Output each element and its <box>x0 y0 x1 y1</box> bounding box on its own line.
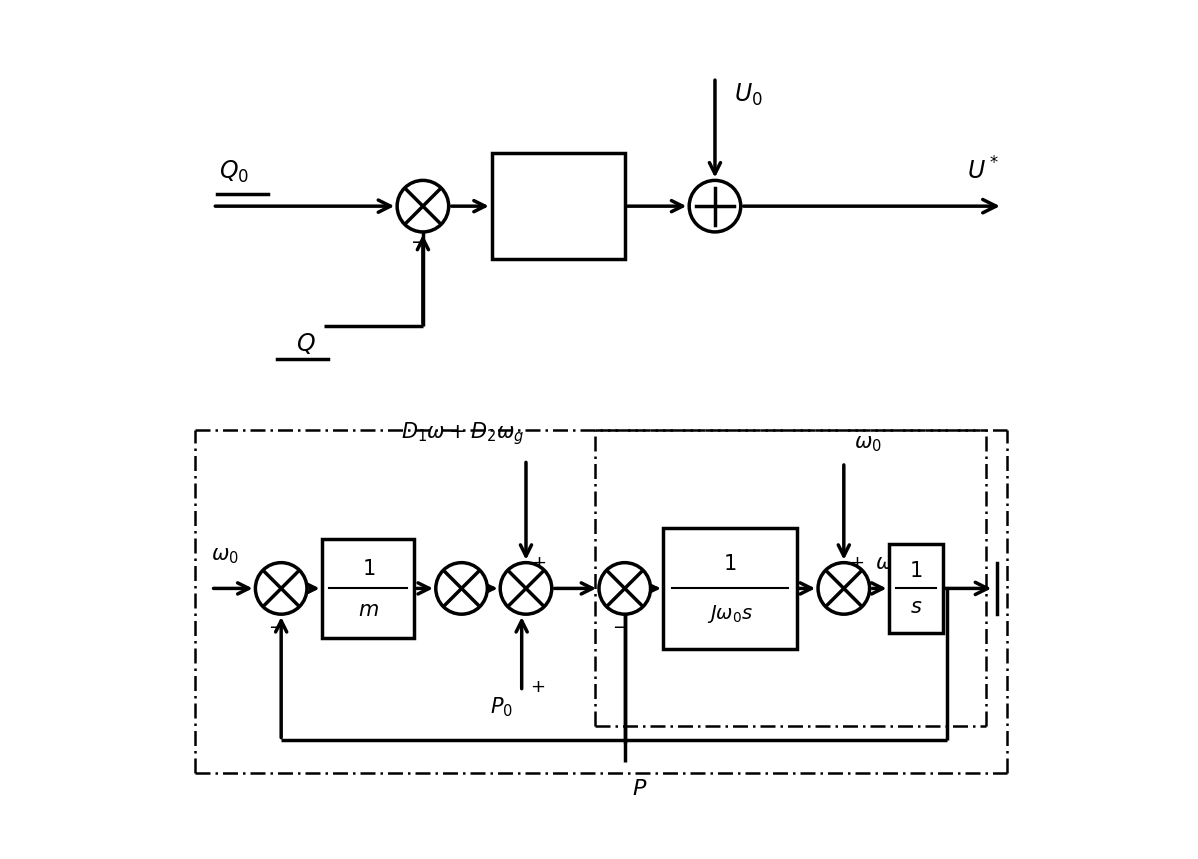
Text: $1$: $1$ <box>909 561 922 582</box>
Text: $+$: $+$ <box>531 554 546 571</box>
Circle shape <box>501 563 552 614</box>
Text: $+$: $+$ <box>719 183 734 201</box>
Bar <box>322 539 415 638</box>
Circle shape <box>397 180 449 232</box>
Circle shape <box>689 180 740 232</box>
Text: $s$: $s$ <box>909 597 922 618</box>
Text: $U^*$: $U^*$ <box>967 157 998 185</box>
Text: $Q$: $Q$ <box>296 331 315 356</box>
Text: $\omega_0$: $\omega_0$ <box>211 546 238 566</box>
Text: $-$: $-$ <box>612 617 628 635</box>
Text: $D_1\omega+D_2\omega_g$: $D_1\omega+D_2\omega_g$ <box>401 420 525 447</box>
Text: $-$: $-$ <box>410 231 425 251</box>
Text: $J\omega_0 s$: $J\omega_0 s$ <box>707 603 754 625</box>
Text: $1$: $1$ <box>724 554 737 575</box>
Text: $+$: $+$ <box>849 554 864 571</box>
Text: $\omega_0$: $\omega_0$ <box>854 434 882 454</box>
Circle shape <box>599 563 651 614</box>
Text: $n$: $n$ <box>549 190 568 219</box>
Circle shape <box>436 563 488 614</box>
Text: $P$: $P$ <box>631 779 647 799</box>
Bar <box>889 544 943 633</box>
Circle shape <box>818 563 870 614</box>
Text: $U_0$: $U_0$ <box>734 82 763 108</box>
Bar <box>664 528 797 649</box>
Circle shape <box>255 563 307 614</box>
Text: $-$: $-$ <box>268 617 284 635</box>
Text: $+$: $+$ <box>531 679 545 696</box>
Bar <box>491 153 625 259</box>
Text: $m$: $m$ <box>358 600 379 620</box>
Text: $P_0$: $P_0$ <box>490 696 513 719</box>
Text: $\omega$: $\omega$ <box>875 553 894 573</box>
Text: $Q_0$: $Q_0$ <box>219 158 249 185</box>
Text: $1$: $1$ <box>362 558 375 579</box>
